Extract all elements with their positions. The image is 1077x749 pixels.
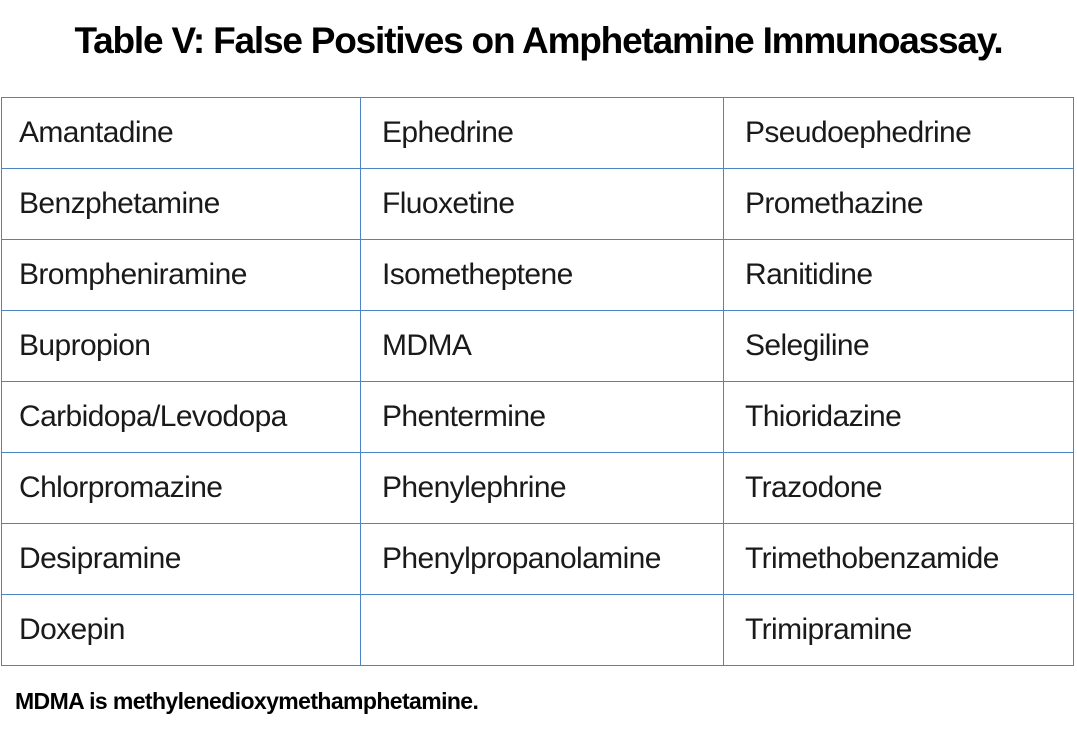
table-title: Table V: False Positives on Amphetamine …	[74, 20, 1003, 61]
table-cell: Trazodone	[723, 452, 1074, 524]
table-row: Doxepin Trimipramine	[1, 594, 1074, 666]
table-cell: MDMA	[360, 310, 724, 382]
table-cell: Benzphetamine	[1, 168, 361, 240]
table-cell: Phenylpropanolamine	[360, 523, 724, 595]
table-cell: Doxepin	[1, 594, 361, 666]
table-row: Amantadine Ephedrine Pseudoephedrine	[1, 97, 1074, 169]
table-cell: Brompheniramine	[1, 239, 361, 311]
table-cell: Phentermine	[360, 381, 724, 453]
table-cell: Isometheptene	[360, 239, 724, 311]
table-cell: Trimipramine	[723, 594, 1074, 666]
table-footnote: MDMA is methylenedioxymethamphetamine.	[15, 688, 479, 714]
table-row: Benzphetamine Fluoxetine Promethazine	[1, 168, 1074, 240]
table-cell	[360, 594, 724, 666]
table-cell: Thioridazine	[723, 381, 1074, 453]
table-cell: Desipramine	[1, 523, 361, 595]
table-row: Bupropion MDMA Selegiline	[1, 310, 1074, 382]
table-cell: Bupropion	[1, 310, 361, 382]
table-cell: Carbidopa/Levodopa	[1, 381, 361, 453]
table-cell: Pseudoephedrine	[723, 97, 1074, 169]
table-cell: Trimethobenzamide	[723, 523, 1074, 595]
table-row: Brompheniramine Isometheptene Ranitidine	[1, 239, 1074, 311]
table-cell: Selegiline	[723, 310, 1074, 382]
false-positives-table: Amantadine Ephedrine Pseudoephedrine Benzph…	[1, 97, 1074, 666]
table-row: Chlorpromazine Phenylephrine Trazodone	[1, 452, 1074, 524]
table-cell: Phenylephrine	[360, 452, 724, 524]
table-cell: Amantadine	[1, 97, 361, 169]
table-cell: Promethazine	[723, 168, 1074, 240]
table-cell: Fluoxetine	[360, 168, 724, 240]
table-cell: Chlorpromazine	[1, 452, 361, 524]
table-row: Desipramine Phenylpropanolamine Trimethobe…	[1, 523, 1074, 595]
table-body: Amantadine Ephedrine Pseudoephedrine Benzph…	[1, 97, 1074, 666]
table-cell: Ranitidine	[723, 239, 1074, 311]
table-cell: Ephedrine	[360, 97, 724, 169]
table-row: Carbidopa/Levodopa Phentermine Thioridazin…	[1, 381, 1074, 453]
